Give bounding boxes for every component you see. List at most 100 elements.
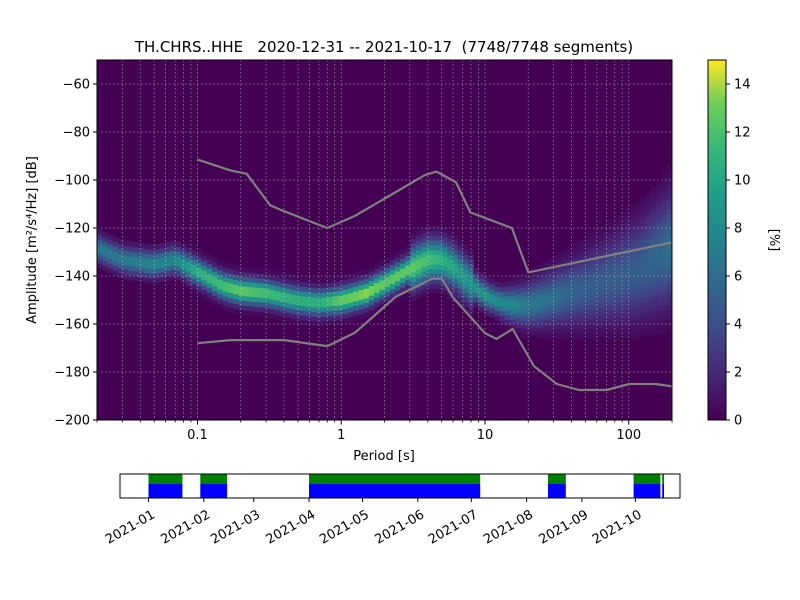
density-cell <box>525 328 532 335</box>
density-cell <box>651 277 657 283</box>
density-cell <box>107 239 114 245</box>
density-cell <box>426 254 433 260</box>
density-cell <box>661 305 668 311</box>
density-cell <box>201 260 208 266</box>
density-cell <box>619 231 626 237</box>
density-cell <box>604 275 610 281</box>
density-cell <box>102 250 109 257</box>
density-cell <box>196 257 203 264</box>
density-cell <box>97 243 103 250</box>
timeline-bar-data <box>548 474 566 484</box>
density-cell <box>415 273 422 280</box>
density-cell <box>614 282 621 289</box>
density-cell <box>483 300 490 307</box>
density-cell <box>431 254 438 260</box>
density-cell <box>295 309 302 316</box>
density-cell <box>180 244 187 250</box>
density-cell <box>306 277 312 283</box>
density-cell <box>431 259 438 265</box>
density-cell <box>666 242 672 248</box>
density-cell <box>562 316 569 322</box>
density-cell <box>604 241 610 248</box>
density-cell <box>630 315 637 321</box>
density-cell <box>588 266 595 272</box>
density-cell <box>567 327 574 333</box>
density-cell <box>661 329 668 335</box>
density-cell <box>295 314 302 320</box>
density-cell <box>295 319 302 325</box>
density-cell <box>415 235 422 241</box>
density-cell <box>405 245 412 252</box>
density-cell <box>405 289 412 295</box>
density-cell <box>473 301 480 308</box>
density-cell <box>102 260 109 266</box>
density-cell <box>128 270 135 276</box>
density-cell <box>327 320 333 326</box>
density-cell <box>567 255 574 261</box>
density-cell <box>154 258 161 264</box>
x-tick-label: 10 <box>477 428 494 443</box>
density-cell <box>640 321 647 327</box>
density-cell <box>630 228 637 235</box>
density-cell <box>212 300 218 306</box>
density-cell <box>666 194 672 200</box>
density-cell <box>583 331 589 338</box>
density-cell <box>640 196 647 202</box>
density-cell <box>243 271 250 278</box>
density-cell <box>614 215 621 222</box>
density-cell <box>133 251 140 258</box>
density-cell <box>541 309 548 316</box>
density-cell <box>489 283 495 290</box>
density-cell <box>97 262 103 269</box>
density-cell <box>577 325 584 331</box>
density-cell <box>588 246 595 253</box>
density-cell <box>175 265 182 271</box>
density-cell <box>363 312 370 318</box>
density-cell <box>274 290 281 296</box>
density-cell <box>557 300 563 306</box>
density-cell <box>264 307 271 313</box>
density-cell <box>201 251 208 257</box>
y-axis: −60 −80 −100 −120 −140 −160 −180 −200 <box>54 78 97 429</box>
density-cell <box>436 278 443 284</box>
density-cell <box>520 272 527 279</box>
density-cell <box>640 201 647 207</box>
density-cell <box>577 330 584 336</box>
timeline-bar-data <box>200 474 228 484</box>
density-cell <box>651 320 657 326</box>
density-cell <box>217 303 224 309</box>
density-cell <box>253 267 260 274</box>
density-cell <box>541 290 548 296</box>
density-cell <box>572 333 579 340</box>
density-cell <box>279 286 286 293</box>
density-cell <box>442 275 448 281</box>
density-cell <box>624 280 631 286</box>
density-cell <box>562 258 569 264</box>
density-cell <box>619 312 626 319</box>
density-cell <box>499 281 506 288</box>
density-cell <box>337 319 344 325</box>
density-cell <box>483 291 490 297</box>
density-cell <box>515 279 522 285</box>
density-cell <box>353 300 359 307</box>
density-cell <box>217 274 224 280</box>
density-cell <box>394 266 401 272</box>
density-cell <box>583 283 589 290</box>
density-cell <box>640 239 647 246</box>
density-cell <box>661 300 668 306</box>
density-cell <box>572 328 579 335</box>
density-cell <box>316 316 323 323</box>
density-cell <box>347 278 354 284</box>
density-cell <box>384 291 391 297</box>
density-cell <box>645 320 652 327</box>
density-cell <box>400 253 407 259</box>
density-cell <box>415 240 422 246</box>
density-cell <box>666 232 672 239</box>
density-cell <box>551 288 558 295</box>
density-cell <box>483 281 490 287</box>
density-cell <box>619 226 626 232</box>
density-cell <box>154 248 161 255</box>
density-cell <box>661 175 668 182</box>
density-cell <box>337 300 344 306</box>
density-cell <box>185 266 192 272</box>
